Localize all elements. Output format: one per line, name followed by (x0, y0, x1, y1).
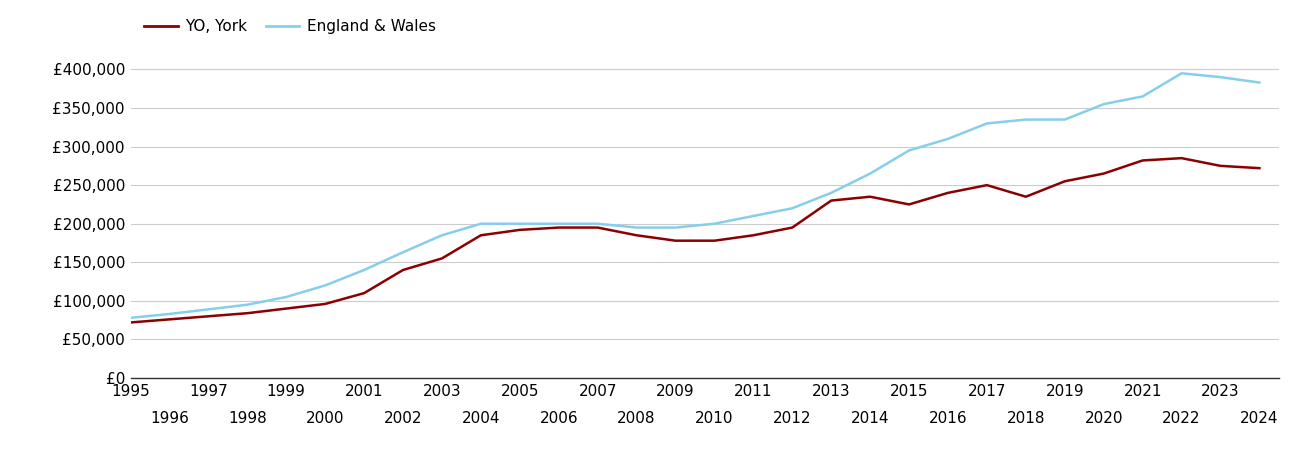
England & Wales (784, 206, 800, 211)
England & Wales (472, 221, 488, 226)
YO, York (356, 290, 372, 296)
YO, York (278, 306, 294, 311)
YO, York (629, 233, 645, 238)
England & Wales (512, 221, 527, 226)
YO, York (940, 190, 955, 196)
England & Wales (1135, 94, 1151, 99)
England & Wales (863, 171, 878, 176)
YO, York (472, 233, 488, 238)
YO, York (1135, 158, 1151, 163)
England & Wales (356, 267, 372, 273)
England & Wales (1018, 117, 1034, 122)
YO, York (551, 225, 566, 230)
YO, York (863, 194, 878, 199)
YO, York (784, 225, 800, 230)
England & Wales (590, 221, 606, 226)
England & Wales (902, 148, 917, 153)
England & Wales (1096, 101, 1112, 107)
YO, York (123, 320, 138, 325)
England & Wales (1251, 80, 1267, 85)
England & Wales (395, 250, 411, 255)
England & Wales (123, 315, 138, 320)
Legend: YO, York, England & Wales: YO, York, England & Wales (138, 13, 442, 40)
YO, York (902, 202, 917, 207)
Line: England & Wales: England & Wales (130, 73, 1259, 318)
YO, York (317, 301, 333, 306)
England & Wales (162, 311, 177, 317)
England & Wales (668, 225, 684, 230)
YO, York (512, 227, 527, 233)
England & Wales (823, 190, 839, 196)
YO, York (706, 238, 722, 243)
YO, York (395, 267, 411, 273)
England & Wales (1212, 74, 1228, 80)
Line: YO, York: YO, York (130, 158, 1259, 323)
YO, York (201, 314, 217, 319)
YO, York (668, 238, 684, 243)
England & Wales (629, 225, 645, 230)
England & Wales (201, 306, 217, 312)
England & Wales (1173, 71, 1189, 76)
YO, York (1173, 155, 1189, 161)
YO, York (1251, 166, 1267, 171)
England & Wales (317, 283, 333, 288)
YO, York (1057, 179, 1073, 184)
England & Wales (239, 302, 254, 307)
YO, York (1212, 163, 1228, 169)
YO, York (435, 256, 450, 261)
YO, York (239, 310, 254, 316)
England & Wales (435, 233, 450, 238)
England & Wales (706, 221, 722, 226)
England & Wales (551, 221, 566, 226)
England & Wales (979, 121, 994, 126)
England & Wales (1057, 117, 1073, 122)
YO, York (745, 233, 761, 238)
YO, York (979, 182, 994, 188)
YO, York (1096, 171, 1112, 176)
England & Wales (745, 213, 761, 219)
YO, York (1018, 194, 1034, 199)
England & Wales (278, 294, 294, 300)
YO, York (590, 225, 606, 230)
YO, York (162, 317, 177, 322)
YO, York (823, 198, 839, 203)
England & Wales (940, 136, 955, 142)
